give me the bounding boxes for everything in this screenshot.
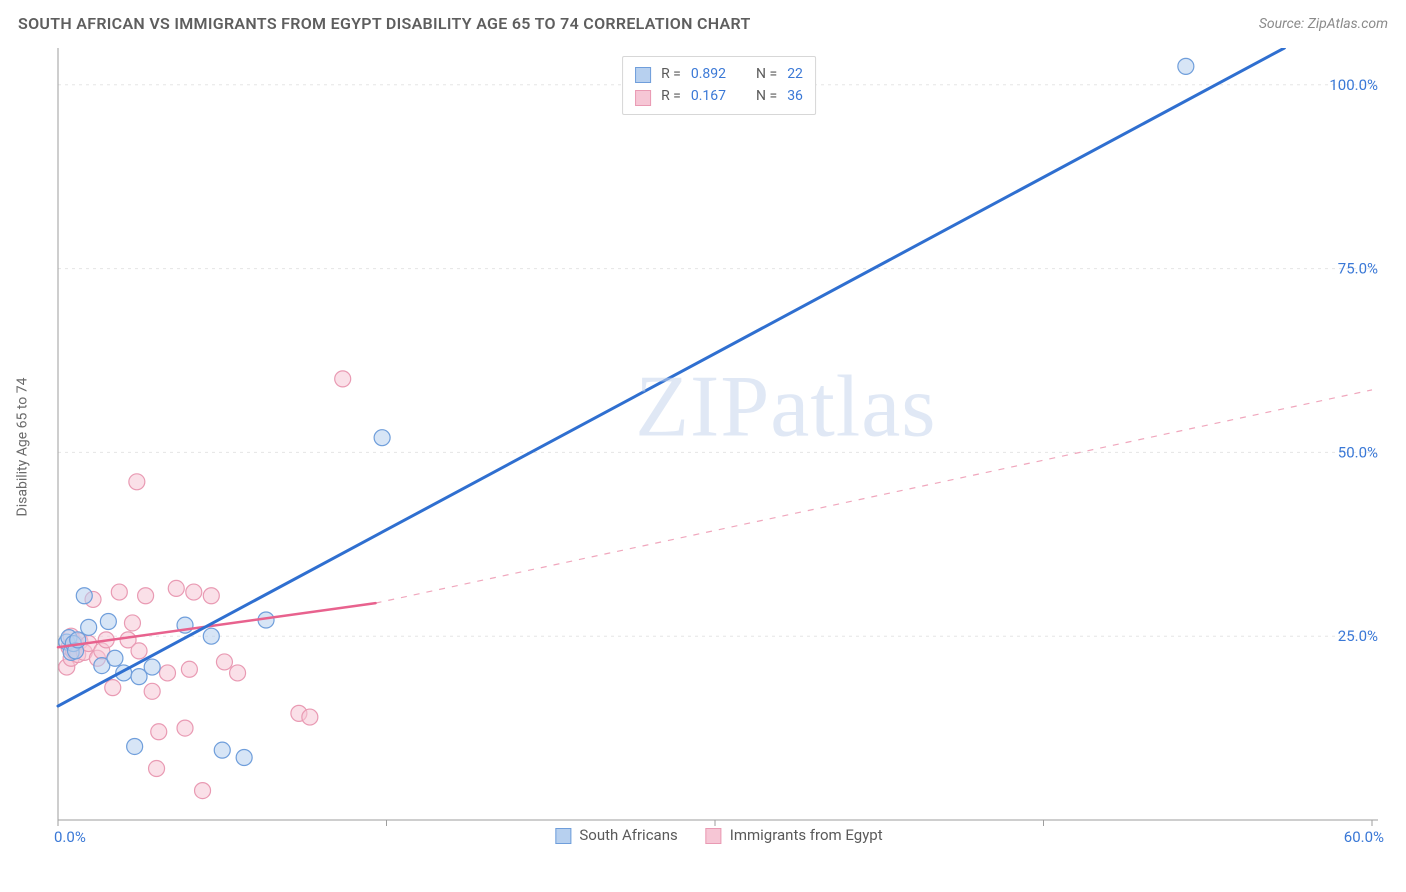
scatter-point-immigrants_egypt: [138, 588, 154, 604]
legend-series-label-immigrants_egypt: Immigrants from Egypt: [730, 826, 883, 844]
scatter-point-south_africans: [236, 750, 252, 766]
scatter-point-immigrants_egypt: [111, 584, 127, 600]
scatter-point-immigrants_egypt: [124, 615, 140, 631]
scatter-point-immigrants_egypt: [160, 665, 176, 681]
chart-title: SOUTH AFRICAN VS IMMIGRANTS FROM EGYPT D…: [18, 14, 751, 33]
scatter-point-immigrants_egypt: [105, 680, 121, 696]
scatter-point-south_africans: [144, 659, 160, 675]
scatter-point-immigrants_egypt: [131, 643, 147, 659]
scatter-point-immigrants_egypt: [216, 654, 232, 670]
scatter-point-immigrants_egypt: [335, 371, 351, 387]
legend-n-value-immigrants_egypt: 36: [787, 85, 803, 107]
chart-source: Source: ZipAtlas.com: [1259, 16, 1388, 32]
scatter-point-immigrants_egypt: [177, 720, 193, 736]
scatter-point-immigrants_egypt: [144, 683, 160, 699]
legend-swatch-immigrants_egypt: [635, 90, 651, 106]
legend-corr-row-south_africans: R = 0.892 N = 22: [635, 63, 803, 85]
y-axis-label-wrap: Disability Age 65 to 74: [12, 48, 32, 846]
scatter-point-immigrants_egypt: [181, 661, 197, 677]
scatter-point-south_africans: [1178, 58, 1194, 74]
legend-series-item-south_africans: South Africans: [555, 826, 677, 844]
legend-swatch-south_africans: [635, 67, 651, 83]
legend-series-label-south_africans: South Africans: [579, 826, 677, 844]
legend-n-value-south_africans: 22: [787, 63, 803, 85]
legend-correlation: R = 0.892 N = 22 R = 0.167 N = 36: [622, 56, 816, 115]
scatter-point-south_africans: [374, 430, 390, 446]
scatter-point-immigrants_egypt: [230, 665, 246, 681]
legend-n-label: N =: [756, 85, 777, 107]
y-tick-label: 25.0%: [1338, 627, 1378, 645]
legend-series-swatch-immigrants_egypt: [706, 828, 722, 844]
scatter-point-immigrants_egypt: [302, 709, 318, 725]
legend-r-label: R =: [661, 85, 681, 107]
scatter-point-immigrants_egypt: [203, 588, 219, 604]
scatter-point-south_africans: [81, 619, 97, 635]
scatter-point-immigrants_egypt: [149, 761, 165, 777]
x-axis-origin-label: 0.0%: [54, 828, 86, 846]
plot-area: Disability Age 65 to 74 ZIPatlas 25.0%50…: [50, 48, 1388, 846]
regression-line-south_africans: [58, 48, 1284, 706]
scatter-point-south_africans: [214, 742, 230, 758]
y-tick-label: 50.0%: [1338, 443, 1378, 461]
y-axis-label: Disability Age 65 to 74: [14, 378, 30, 517]
scatter-point-immigrants_egypt: [195, 783, 211, 799]
legend-r-label: R =: [661, 63, 681, 85]
scatter-point-immigrants_egypt: [186, 584, 202, 600]
y-tick-label: 75.0%: [1338, 260, 1378, 278]
scatter-point-immigrants_egypt: [129, 474, 145, 490]
x-axis-max-label: 60.0%: [1344, 828, 1384, 846]
scatter-point-immigrants_egypt: [168, 580, 184, 596]
scatter-point-immigrants_egypt: [151, 724, 167, 740]
regression-line-immigrants_egypt-dashed: [376, 390, 1372, 603]
legend-r-value-south_africans: 0.892: [691, 63, 726, 85]
scatter-point-south_africans: [100, 613, 116, 629]
chart-svg: 25.0% 50.0% 75.0% 100.0%: [50, 48, 1388, 846]
scatter-point-south_africans: [203, 628, 219, 644]
legend-series: South Africans Immigrants from Egypt: [555, 826, 882, 844]
chart-header: SOUTH AFRICAN VS IMMIGRANTS FROM EGYPT D…: [18, 14, 1388, 33]
y-tick-label: 100.0%: [1329, 76, 1378, 94]
legend-series-swatch-south_africans: [555, 828, 571, 844]
legend-series-item-immigrants_egypt: Immigrants from Egypt: [706, 826, 883, 844]
source-prefix: Source:: [1259, 16, 1308, 32]
legend-r-value-immigrants_egypt: 0.167: [691, 85, 726, 107]
scatter-point-south_africans: [127, 738, 143, 754]
scatter-point-south_africans: [107, 650, 123, 666]
legend-n-label: N =: [756, 63, 777, 85]
source-name: ZipAtlas.com: [1308, 16, 1388, 32]
legend-corr-row-immigrants_egypt: R = 0.167 N = 36: [635, 85, 803, 107]
scatter-point-south_africans: [76, 588, 92, 604]
